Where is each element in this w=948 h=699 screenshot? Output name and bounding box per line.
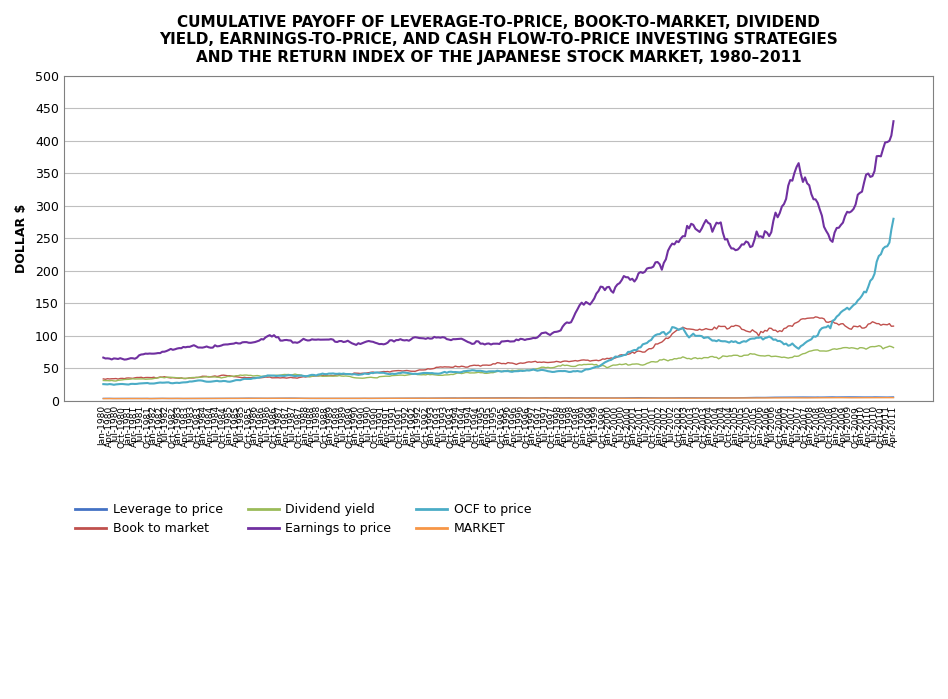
Y-axis label: DOLLAR $: DOLLAR $ <box>15 203 28 273</box>
Title: CUMULATIVE PAYOFF OF LEVERAGE-TO-PRICE, BOOK-TO-MARKET, DIVIDEND
YIELD, EARNINGS: CUMULATIVE PAYOFF OF LEVERAGE-TO-PRICE, … <box>159 15 838 65</box>
Legend: Leverage to price, Book to market, Dividend yield, Earnings to price, OCF to pri: Leverage to price, Book to market, Divid… <box>70 498 536 540</box>
